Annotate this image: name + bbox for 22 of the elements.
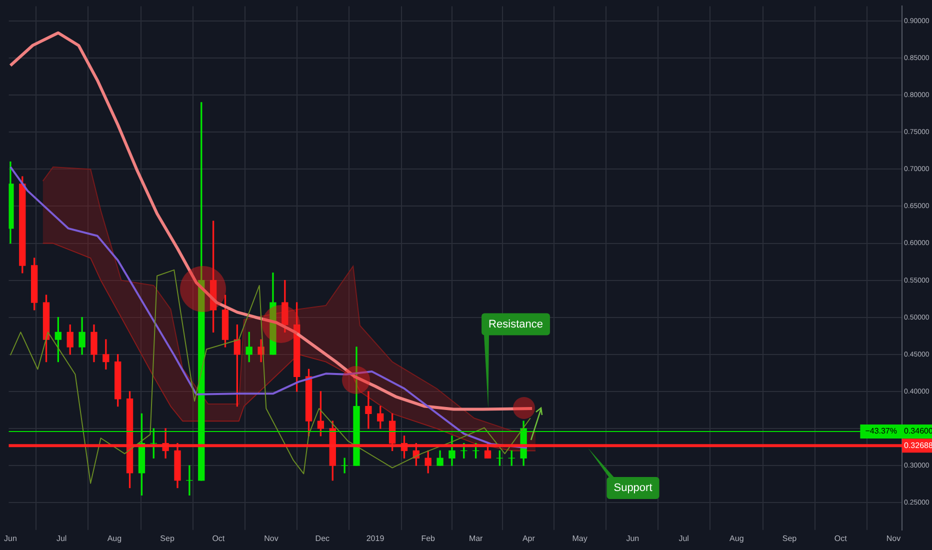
x-tick-label: Mar [468,534,484,544]
x-tick-label: Oct [834,534,848,544]
x-tick-label: Aug [107,534,122,544]
annotation: Support [614,482,652,494]
x-tick-label: Dec [315,534,330,544]
x-tick-label: 2019 [366,534,385,544]
x-tick-label: Jul [678,534,690,544]
x-tick-label: Nov [264,534,278,544]
x-tick-label: Sep [782,534,798,544]
x-tick-label: Oct [212,534,226,544]
annotation: Resistance [488,318,543,330]
annotation: −43.37% [865,426,898,436]
x-tick-label: Apr [522,534,536,544]
x-tick-label: Aug [730,534,744,544]
x-tick-label: Jun [626,534,640,544]
x-tick-label: Nov [886,534,901,544]
candlestick [341,458,348,474]
x-tick-label: Feb [421,534,436,544]
x-tick-label: Jul [56,534,67,544]
x-tick-label: Jun [4,534,17,544]
x-tick-label: Sep [160,534,175,544]
x-tick-label: May [572,534,588,544]
